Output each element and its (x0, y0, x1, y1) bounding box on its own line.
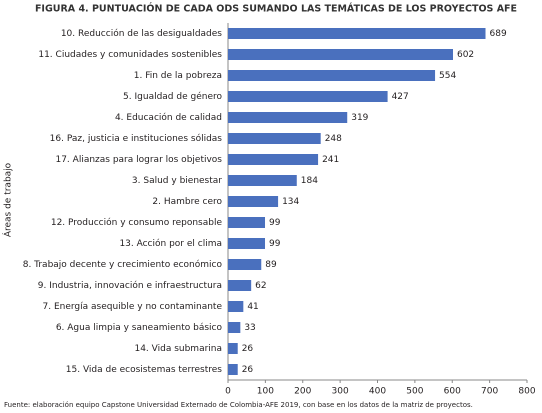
bar (228, 217, 266, 228)
value-label: 62 (255, 281, 266, 291)
x-tick-label: 600 (444, 387, 461, 397)
y-tick-label: 9. Industria, innovación e infraestructu… (38, 280, 222, 291)
bar (228, 259, 262, 270)
value-label: 689 (490, 29, 507, 39)
y-tick-label: 4. Educación de calidad (115, 112, 222, 123)
value-label: 134 (282, 197, 299, 207)
bar (228, 322, 241, 333)
bar (228, 133, 321, 144)
value-label: 184 (301, 176, 318, 186)
y-tick-label: 12. Producción y consumo reponsable (51, 217, 223, 228)
value-label: 41 (247, 302, 258, 312)
bar (228, 301, 244, 312)
value-label: 26 (242, 344, 254, 354)
y-tick-label: 5. Igualdad de género (123, 91, 222, 102)
y-tick-label: 1. Fin de la pobreza (134, 71, 222, 81)
y-tick-label: 17. Alianzas para lograr los objetivos (55, 155, 222, 165)
x-tick-label: 800 (518, 387, 535, 397)
y-axis-label: Áreas de trabajo (2, 162, 14, 237)
bar (228, 175, 297, 186)
x-tick-label: 0 (225, 387, 231, 397)
value-label: 602 (457, 50, 474, 60)
y-tick-label: 2. Hambre cero (152, 197, 222, 207)
bar (228, 196, 279, 207)
y-tick-label: 8. Trabajo decente y crecimiento económi… (23, 259, 223, 270)
y-tick-label: 10. Reducción de las desigualdades (61, 28, 222, 39)
x-tick-label: 400 (369, 387, 386, 397)
x-tick-label: 100 (257, 387, 274, 397)
bar (228, 70, 436, 81)
y-tick-label: 13. Acción por el clima (119, 238, 222, 249)
chart-title: FIGURA 4. PUNTUACIÓN DE CADA ODS SUMANDO… (35, 3, 517, 15)
source-note: Fuente: elaboración equipo Capstone Univ… (4, 401, 473, 409)
value-label: 248 (325, 134, 342, 144)
y-tick-label: 11. Ciudades y comunidades sostenibles (38, 50, 222, 60)
bar (228, 154, 319, 165)
bar (228, 280, 252, 291)
y-tick-label: 7. Energía asequible y no contaminante (43, 302, 223, 312)
y-tick-label: 3. Salud y bienestar (132, 176, 222, 186)
bar (228, 343, 238, 354)
value-label: 241 (322, 155, 339, 165)
y-tick-label: 16. Paz, justicia e instituciones sólida… (50, 133, 223, 144)
value-label: 89 (265, 260, 277, 270)
x-tick-label: 500 (406, 387, 423, 397)
value-label: 319 (351, 113, 368, 123)
bar (228, 112, 348, 123)
value-label: 554 (439, 71, 456, 81)
bar (228, 238, 266, 249)
bar (228, 364, 238, 375)
value-label: 427 (392, 92, 409, 102)
value-label: 99 (269, 218, 281, 228)
x-tick-label: 300 (332, 387, 349, 397)
value-label: 33 (244, 323, 255, 333)
value-label: 26 (242, 365, 254, 375)
x-tick-label: 200 (294, 387, 311, 397)
bar (228, 49, 453, 60)
y-tick-label: 15. Vida de ecosistemas terrestres (66, 365, 223, 375)
bar (228, 91, 388, 102)
y-tick-label: 6. Agua limpia y saneamiento básico (56, 323, 223, 333)
x-tick-label: 700 (481, 387, 498, 397)
value-label: 99 (269, 239, 281, 249)
bar (228, 28, 486, 39)
y-tick-label: 14. Vida submarina (134, 344, 222, 354)
